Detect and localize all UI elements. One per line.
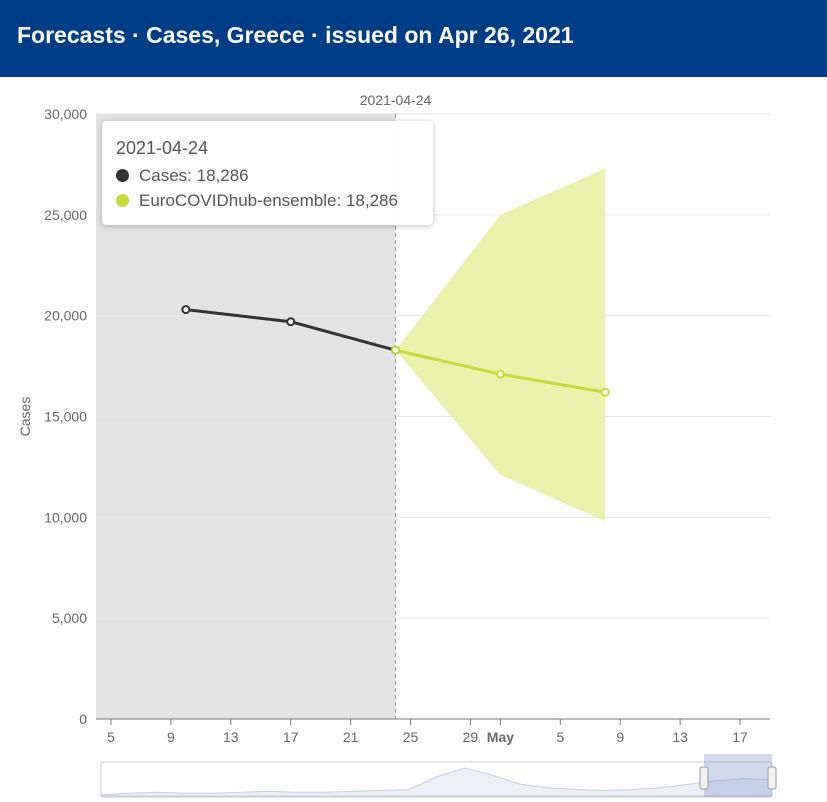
y-tick-label: 30,000 (44, 106, 87, 122)
navigator-left-handle[interactable] (699, 766, 709, 790)
crosshair-label: 2021-04-24 (360, 92, 432, 108)
x-tick-label: 29 (463, 729, 479, 745)
x-tick-label: May (487, 729, 514, 745)
cases-point[interactable] (181, 305, 191, 315)
x-tick-label: 13 (223, 729, 239, 745)
page-title: Forecasts · Cases, Greece · issued on Ap… (17, 22, 574, 48)
x-tick-label: 17 (283, 729, 299, 745)
x-tick-label: 21 (343, 729, 359, 745)
y-tick-label: 20,000 (44, 308, 87, 324)
y-tick-label: 25,000 (44, 207, 87, 223)
tooltip-ensemble-text: EuroCOVIDhub-ensemble: 18,286 (139, 191, 398, 210)
cases-point[interactable] (286, 317, 296, 327)
tooltip-title: 2021-04-24 (116, 138, 209, 158)
forecast-interval-band (395, 168, 606, 522)
x-tick-label: 5 (107, 729, 115, 745)
navigator-right-handle[interactable] (767, 766, 777, 790)
y-tick-label: 15,000 (44, 409, 87, 425)
x-tick-label: 9 (616, 729, 624, 745)
tooltip-row-cases: Cases: 18,286 (116, 166, 249, 186)
y-tick-label: 0 (79, 711, 87, 727)
ensemble-point[interactable] (495, 369, 505, 379)
cases-legend-dot (116, 169, 129, 182)
tooltip-row-ensemble: EuroCOVIDhub-ensemble: 18,286 (116, 191, 398, 211)
y-tick-label: 5,000 (52, 610, 87, 626)
x-tick-label: 9 (167, 729, 175, 745)
tooltip-cases-text: Cases: 18,286 (139, 166, 249, 185)
x-tick-label: 17 (732, 729, 748, 745)
x-tick-label: 5 (556, 729, 564, 745)
ensemble-point[interactable] (391, 345, 401, 355)
ensemble-legend-dot (116, 194, 129, 207)
y-tick-label: 10,000 (44, 509, 87, 525)
x-tick-label: 13 (672, 729, 688, 745)
ensemble-point[interactable] (600, 387, 610, 397)
page-header: Forecasts · Cases, Greece · issued on Ap… (0, 0, 827, 77)
navigator-selection[interactable] (703, 754, 772, 797)
chart-tooltip: 2021-04-24 Cases: 18,286 EuroCOVIDhub-en… (102, 121, 433, 225)
y-axis-title: Cases (17, 397, 33, 437)
x-tick-label: 25 (403, 729, 419, 745)
